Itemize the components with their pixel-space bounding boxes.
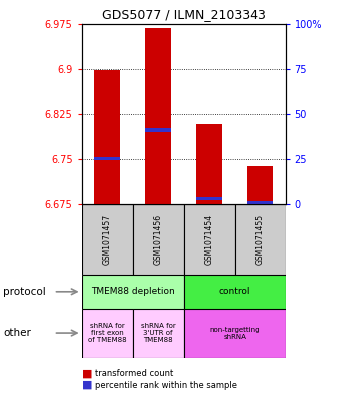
Bar bbox=[184, 275, 286, 309]
Bar bbox=[133, 204, 184, 275]
Text: GSM1071455: GSM1071455 bbox=[256, 214, 265, 265]
Bar bbox=[196, 196, 222, 200]
Text: non-targetting
shRNA: non-targetting shRNA bbox=[209, 327, 260, 340]
Bar bbox=[94, 70, 120, 204]
Text: TMEM88 depletion: TMEM88 depletion bbox=[91, 287, 174, 296]
Text: other: other bbox=[3, 328, 31, 338]
Text: GSM1071454: GSM1071454 bbox=[205, 214, 214, 265]
Bar bbox=[82, 204, 133, 275]
Text: protocol: protocol bbox=[3, 287, 46, 297]
Bar bbox=[133, 309, 184, 358]
Text: control: control bbox=[219, 287, 250, 296]
Bar bbox=[235, 204, 286, 275]
Text: transformed count: transformed count bbox=[95, 369, 173, 378]
Text: percentile rank within the sample: percentile rank within the sample bbox=[95, 381, 237, 389]
Bar bbox=[196, 124, 222, 204]
Bar bbox=[94, 157, 120, 160]
Bar bbox=[82, 309, 133, 358]
Bar bbox=[247, 201, 273, 205]
Text: shRNA for
first exon
of TMEM88: shRNA for first exon of TMEM88 bbox=[88, 323, 126, 343]
Bar bbox=[82, 275, 184, 309]
Bar bbox=[184, 204, 235, 275]
Text: ■: ■ bbox=[82, 380, 92, 390]
Text: ■: ■ bbox=[82, 368, 92, 378]
Bar bbox=[184, 309, 286, 358]
Bar bbox=[247, 166, 273, 204]
Title: GDS5077 / ILMN_2103343: GDS5077 / ILMN_2103343 bbox=[102, 8, 266, 21]
Bar bbox=[146, 28, 171, 204]
Text: shRNA for
3'UTR of
TMEM88: shRNA for 3'UTR of TMEM88 bbox=[141, 323, 175, 343]
Text: GSM1071456: GSM1071456 bbox=[154, 214, 163, 265]
Text: GSM1071457: GSM1071457 bbox=[103, 214, 112, 265]
Bar bbox=[146, 129, 171, 132]
